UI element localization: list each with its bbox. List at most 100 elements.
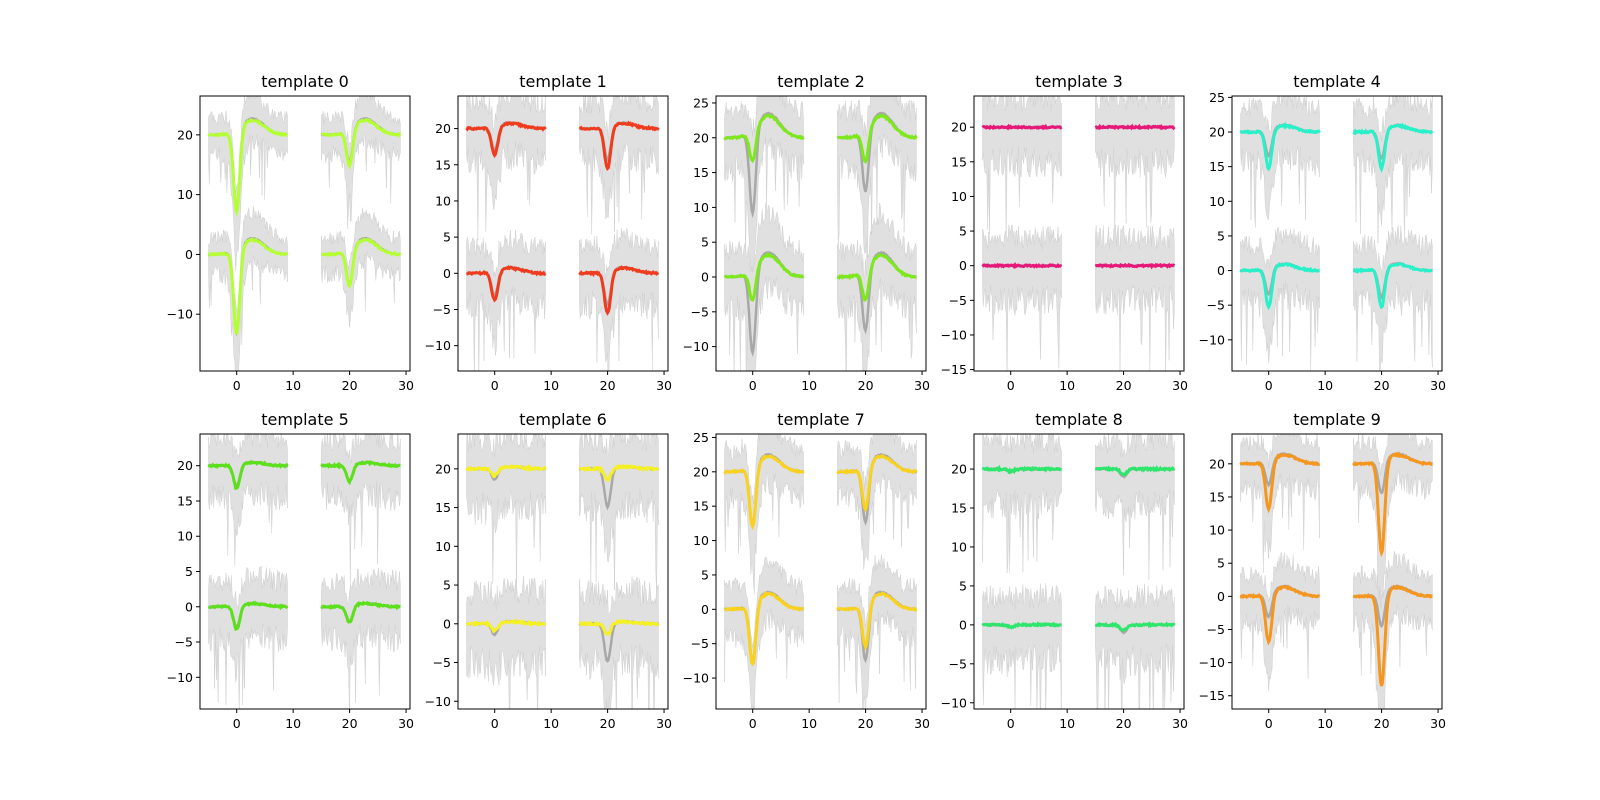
axes-frame xyxy=(973,95,1185,372)
y-tick-label: −15 xyxy=(1199,688,1225,703)
y-tick-label: 20 xyxy=(951,120,967,135)
axes-frame xyxy=(1231,95,1443,372)
variance-band xyxy=(837,554,917,709)
template-panel-3: template 3 −15 −10 −5 0 5 10 15 20 0 10 20 30 xyxy=(941,72,1188,393)
y-tick-label: 0 xyxy=(185,247,193,262)
variance-band xyxy=(579,434,659,596)
panel-title: template 8 xyxy=(1035,410,1123,429)
y-tick-label: 10 xyxy=(435,193,451,208)
y-tick-label: −10 xyxy=(941,327,967,342)
template-waveform xyxy=(465,464,547,479)
variance-band xyxy=(466,96,546,241)
x-tick-label: 30 xyxy=(914,378,930,393)
y-tick-label: 0 xyxy=(959,258,967,273)
plot-area xyxy=(207,434,401,709)
y-tick-label: 20 xyxy=(951,462,967,477)
x-tick-label: 30 xyxy=(398,716,414,731)
template-waveform xyxy=(1094,123,1176,131)
y-tick-label: 5 xyxy=(959,224,967,239)
y-tick-label: 15 xyxy=(177,493,193,508)
y-tick-label: 25 xyxy=(693,95,709,110)
template-waveform xyxy=(466,265,547,303)
axes-frame xyxy=(715,433,927,710)
template-waveform xyxy=(723,113,805,164)
x-tick-label: 20 xyxy=(1116,378,1132,393)
template-waveform xyxy=(723,454,805,531)
variance-band xyxy=(321,434,401,589)
y-tick-label: 20 xyxy=(693,464,709,479)
template-waveform xyxy=(578,264,660,316)
panel-title: template 9 xyxy=(1293,410,1381,429)
y-tick-label: 20 xyxy=(435,121,451,136)
template-panel-8: template 8 −10 −5 0 5 10 15 20 0 10 20 30 xyxy=(941,410,1188,731)
y-tick-label: 5 xyxy=(1217,556,1225,571)
x-tick-label: 10 xyxy=(1317,716,1333,731)
variance-band xyxy=(208,434,288,566)
y-tick-label: 20 xyxy=(1209,456,1225,471)
template-waveform xyxy=(1094,262,1176,270)
template-waveform xyxy=(836,453,918,513)
y-tick-label: 25 xyxy=(1209,90,1225,105)
variance-band xyxy=(579,227,659,371)
x-tick-label: 0 xyxy=(1007,716,1015,731)
y-tick-label: 15 xyxy=(435,157,451,172)
plot-area xyxy=(1239,96,1434,371)
template-waveform xyxy=(1094,465,1176,477)
y-tick-label: 10 xyxy=(693,200,709,215)
variance-band xyxy=(1240,226,1320,371)
y-tick-label: −5 xyxy=(691,304,709,319)
y-tick-label: 0 xyxy=(443,616,451,631)
y-tick-label: 20 xyxy=(177,458,193,473)
y-tick-label: 0 xyxy=(959,617,967,632)
x-tick-label: 0 xyxy=(491,716,499,731)
y-tick-label: 15 xyxy=(951,501,967,516)
x-tick-label: 0 xyxy=(749,716,757,731)
y-tick-label: 15 xyxy=(1209,489,1225,504)
template-waveform xyxy=(320,117,402,170)
template-waveform xyxy=(836,591,918,651)
variance-band xyxy=(466,229,546,371)
y-tick-label: 0 xyxy=(701,270,709,285)
x-tick-label: 30 xyxy=(1430,378,1446,393)
variance-band xyxy=(837,96,917,285)
variance-band xyxy=(724,556,804,709)
axes-frame xyxy=(457,433,669,710)
template-panel-1: template 1 −10 −5 0 5 10 15 20 0 10 20 30 xyxy=(425,72,672,393)
variance-band xyxy=(982,224,1062,371)
y-tick-label: −10 xyxy=(167,670,193,685)
plot-area xyxy=(981,96,1176,371)
template-panel-2: template 2 −10 −5 0 5 10 15 20 25 0 10 20 30 xyxy=(683,72,930,393)
plot-area xyxy=(981,434,1176,709)
y-tick-label: 10 xyxy=(177,529,193,544)
y-tick-label: −5 xyxy=(433,655,451,670)
y-tick-label: 10 xyxy=(435,539,451,554)
template-panel-7: template 7 −10 −5 0 5 10 15 20 25 0 10 20 30 xyxy=(683,410,930,731)
variance-band xyxy=(1240,552,1320,691)
y-tick-label: 15 xyxy=(951,154,967,169)
variance-band xyxy=(321,567,401,709)
panel-title: template 2 xyxy=(777,72,865,91)
axes-frame xyxy=(457,95,669,372)
plot-area xyxy=(1239,434,1434,709)
variance-band xyxy=(466,434,546,594)
variance-band xyxy=(837,434,917,570)
x-tick-label: 20 xyxy=(1374,378,1390,393)
variance-band xyxy=(466,575,546,709)
y-tick-label: 5 xyxy=(443,578,451,593)
x-tick-label: 30 xyxy=(656,716,672,731)
x-tick-label: 10 xyxy=(1317,378,1333,393)
x-tick-label: 10 xyxy=(543,378,559,393)
variance-band xyxy=(1095,584,1175,709)
y-tick-label: −10 xyxy=(1199,332,1225,347)
template-waveform xyxy=(981,464,1062,475)
template-waveform xyxy=(321,237,402,289)
variance-band xyxy=(982,96,1062,243)
template-waveform xyxy=(320,600,401,624)
y-tick-label: 20 xyxy=(177,127,193,142)
template-panel-9: template 9 −15 −10 −5 0 5 10 15 20 0 10 20 30 xyxy=(1199,410,1446,731)
template-waveform xyxy=(207,459,289,491)
variance-band xyxy=(1095,223,1175,371)
variance-band xyxy=(724,96,804,279)
variance-band xyxy=(208,564,288,709)
template-waveform xyxy=(1352,584,1433,687)
